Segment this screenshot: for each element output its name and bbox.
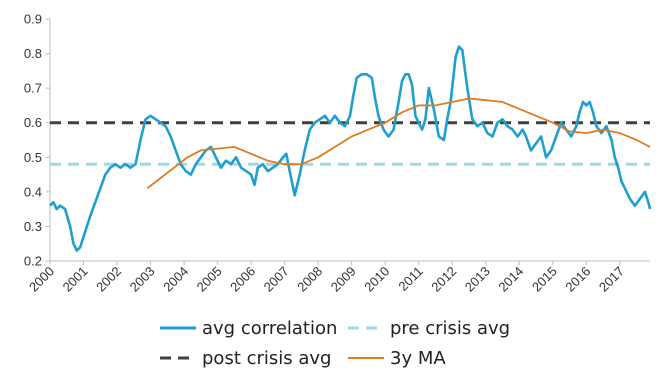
- y-tick-label: 0.9: [24, 12, 42, 27]
- x-tick-label: 2011: [395, 264, 425, 294]
- legend-item: pre crisis avg: [348, 318, 510, 339]
- x-tick-label: 2010: [361, 264, 392, 295]
- y-tick-label: 0.5: [24, 150, 42, 165]
- x-tick-label: 2015: [529, 264, 560, 295]
- legend: avg correlation pre crisis avg post crisis…: [160, 318, 510, 369]
- x-tick-label: 2017: [596, 264, 627, 295]
- plot-area: 0.2 0.3 0.4 0.5 0.6 0.7 0.8 0.9 2000 2001 2002 200…: [24, 12, 652, 295]
- legend-item: 3y MA: [348, 348, 446, 369]
- y-tick-label: 0.2: [24, 254, 42, 269]
- y-axis-ticks: 0.2 0.3 0.4 0.5 0.6 0.7 0.8 0.9: [24, 12, 50, 269]
- x-tick-label: 2002: [93, 264, 124, 295]
- x-tick-label: 2007: [261, 264, 292, 295]
- y-tick-label: 0.6: [24, 115, 42, 130]
- x-tick-label: 2005: [194, 264, 225, 295]
- y-tick-label: 0.7: [24, 81, 42, 96]
- x-tick-label: 2013: [462, 264, 493, 295]
- x-tick-label: 2009: [328, 264, 359, 295]
- x-tick-label: 2001: [60, 264, 91, 295]
- legend-item: post crisis avg: [160, 348, 331, 369]
- y-tick-label: 0.8: [24, 46, 42, 61]
- series-line-avg-correlation: [49, 45, 652, 252]
- x-axis-ticks: 2000 2001 2002 2003 2004 2005 2006 2007 2008 2009…: [26, 261, 627, 295]
- x-tick-label: 2016: [562, 264, 593, 295]
- y-tick-label: 0.4: [24, 184, 42, 199]
- x-tick-label: 2006: [227, 264, 258, 295]
- legend-label: avg correlation: [202, 318, 337, 339]
- x-tick-label: 2008: [294, 264, 325, 295]
- x-tick-label: 2014: [495, 264, 526, 295]
- legend-label: pre crisis avg: [390, 318, 510, 339]
- x-tick-label: 2003: [127, 264, 158, 295]
- legend-label: 3y MA: [390, 348, 446, 369]
- x-tick-label: 2012: [428, 264, 459, 295]
- legend-label: post crisis avg: [202, 348, 331, 369]
- x-tick-label: 2004: [160, 264, 191, 295]
- legend-item: avg correlation: [160, 318, 337, 339]
- series-layer: [49, 45, 652, 252]
- y-tick-label: 0.3: [24, 219, 42, 234]
- series-line-3y-ma: [146, 97, 651, 190]
